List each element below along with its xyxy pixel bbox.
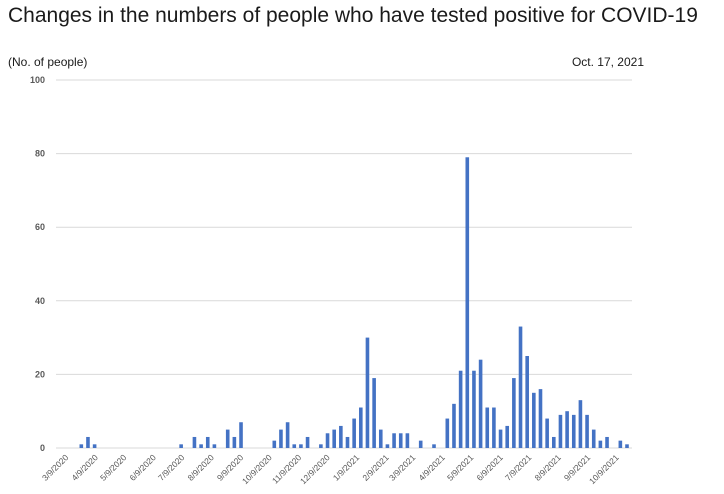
bar <box>605 436 609 448</box>
bar <box>285 422 290 448</box>
x-tick-label: 8/9/2021 <box>532 452 563 483</box>
bar <box>478 359 483 448</box>
x-tick-label: 3/9/2021 <box>387 452 418 483</box>
x-tick-label: 3/9/2020 <box>40 452 71 483</box>
bar <box>625 444 629 448</box>
as-of-date: Oct. 17, 2021 <box>571 55 644 69</box>
bar <box>445 418 450 448</box>
y-tick-label: 60 <box>35 222 45 232</box>
x-tick-label: 10/9/2020 <box>240 452 274 486</box>
y-tick-label: 40 <box>35 296 45 306</box>
bar <box>378 429 383 448</box>
x-tick-label: 1/9/2021 <box>331 452 362 483</box>
bar <box>239 422 243 448</box>
bar <box>465 157 470 448</box>
bar <box>79 444 84 448</box>
bar <box>525 356 529 448</box>
x-tick-label: 4/9/2020 <box>69 452 100 483</box>
bar <box>565 411 569 448</box>
bar <box>558 414 563 448</box>
bar <box>392 433 396 448</box>
bar <box>512 378 516 448</box>
x-tick-label: 7/9/2021 <box>503 452 534 483</box>
bar <box>365 337 370 448</box>
chart-title: Changes in the numbers of people who hav… <box>8 4 698 27</box>
x-tick-label: 7/9/2020 <box>156 452 187 483</box>
x-tick-label: 4/9/2021 <box>416 452 447 483</box>
bar <box>532 392 536 448</box>
x-tick-label: 5/9/2021 <box>445 452 476 483</box>
x-tick-label: 8/9/2020 <box>185 452 216 483</box>
bar <box>472 370 476 448</box>
bar <box>598 440 603 448</box>
bar <box>339 425 343 448</box>
bar <box>385 444 390 448</box>
x-tick-label: 12/9/2020 <box>298 452 332 486</box>
bar <box>325 433 330 448</box>
bar <box>179 444 183 448</box>
bar <box>618 440 623 448</box>
bar <box>299 444 303 448</box>
bar <box>205 436 210 448</box>
y-tick-label: 20 <box>35 369 45 379</box>
x-tick-label: 10/9/2021 <box>587 452 621 486</box>
bar <box>452 403 456 448</box>
bar <box>345 436 350 448</box>
bar <box>305 436 310 448</box>
bar <box>498 429 503 448</box>
bar <box>398 433 403 448</box>
bar <box>272 440 277 448</box>
bar <box>405 433 410 448</box>
y-axis-unit-label: (No. of people) <box>8 55 88 69</box>
bar <box>492 407 496 448</box>
bar <box>485 407 490 448</box>
bar <box>585 414 589 448</box>
bar <box>578 400 583 448</box>
bar <box>292 444 297 448</box>
x-tick-label: 5/9/2020 <box>98 452 129 483</box>
bar <box>86 436 90 448</box>
bar <box>591 429 596 448</box>
bar <box>225 429 230 448</box>
y-tick-label: 0 <box>40 443 45 453</box>
bar <box>199 444 203 448</box>
bar <box>232 436 237 448</box>
bar <box>458 370 463 448</box>
bar <box>538 389 543 448</box>
bar <box>571 414 576 448</box>
bar <box>359 407 363 448</box>
bar <box>518 326 523 448</box>
bar <box>418 440 423 448</box>
x-tick-label: 6/9/2021 <box>474 452 505 483</box>
x-tick-label: 6/9/2020 <box>127 452 158 483</box>
bar <box>372 378 376 448</box>
bar <box>552 436 556 448</box>
bar <box>212 444 217 448</box>
bar <box>192 436 197 448</box>
bar <box>545 418 549 448</box>
bar <box>505 425 510 448</box>
x-tick-label: 2/9/2021 <box>360 452 391 483</box>
bar <box>432 444 436 448</box>
bar <box>92 444 97 448</box>
bar <box>319 444 323 448</box>
bar <box>332 429 336 448</box>
bar <box>279 429 283 448</box>
bar <box>352 418 356 448</box>
y-tick-label: 80 <box>35 149 45 159</box>
y-tick-label: 100 <box>30 75 45 85</box>
